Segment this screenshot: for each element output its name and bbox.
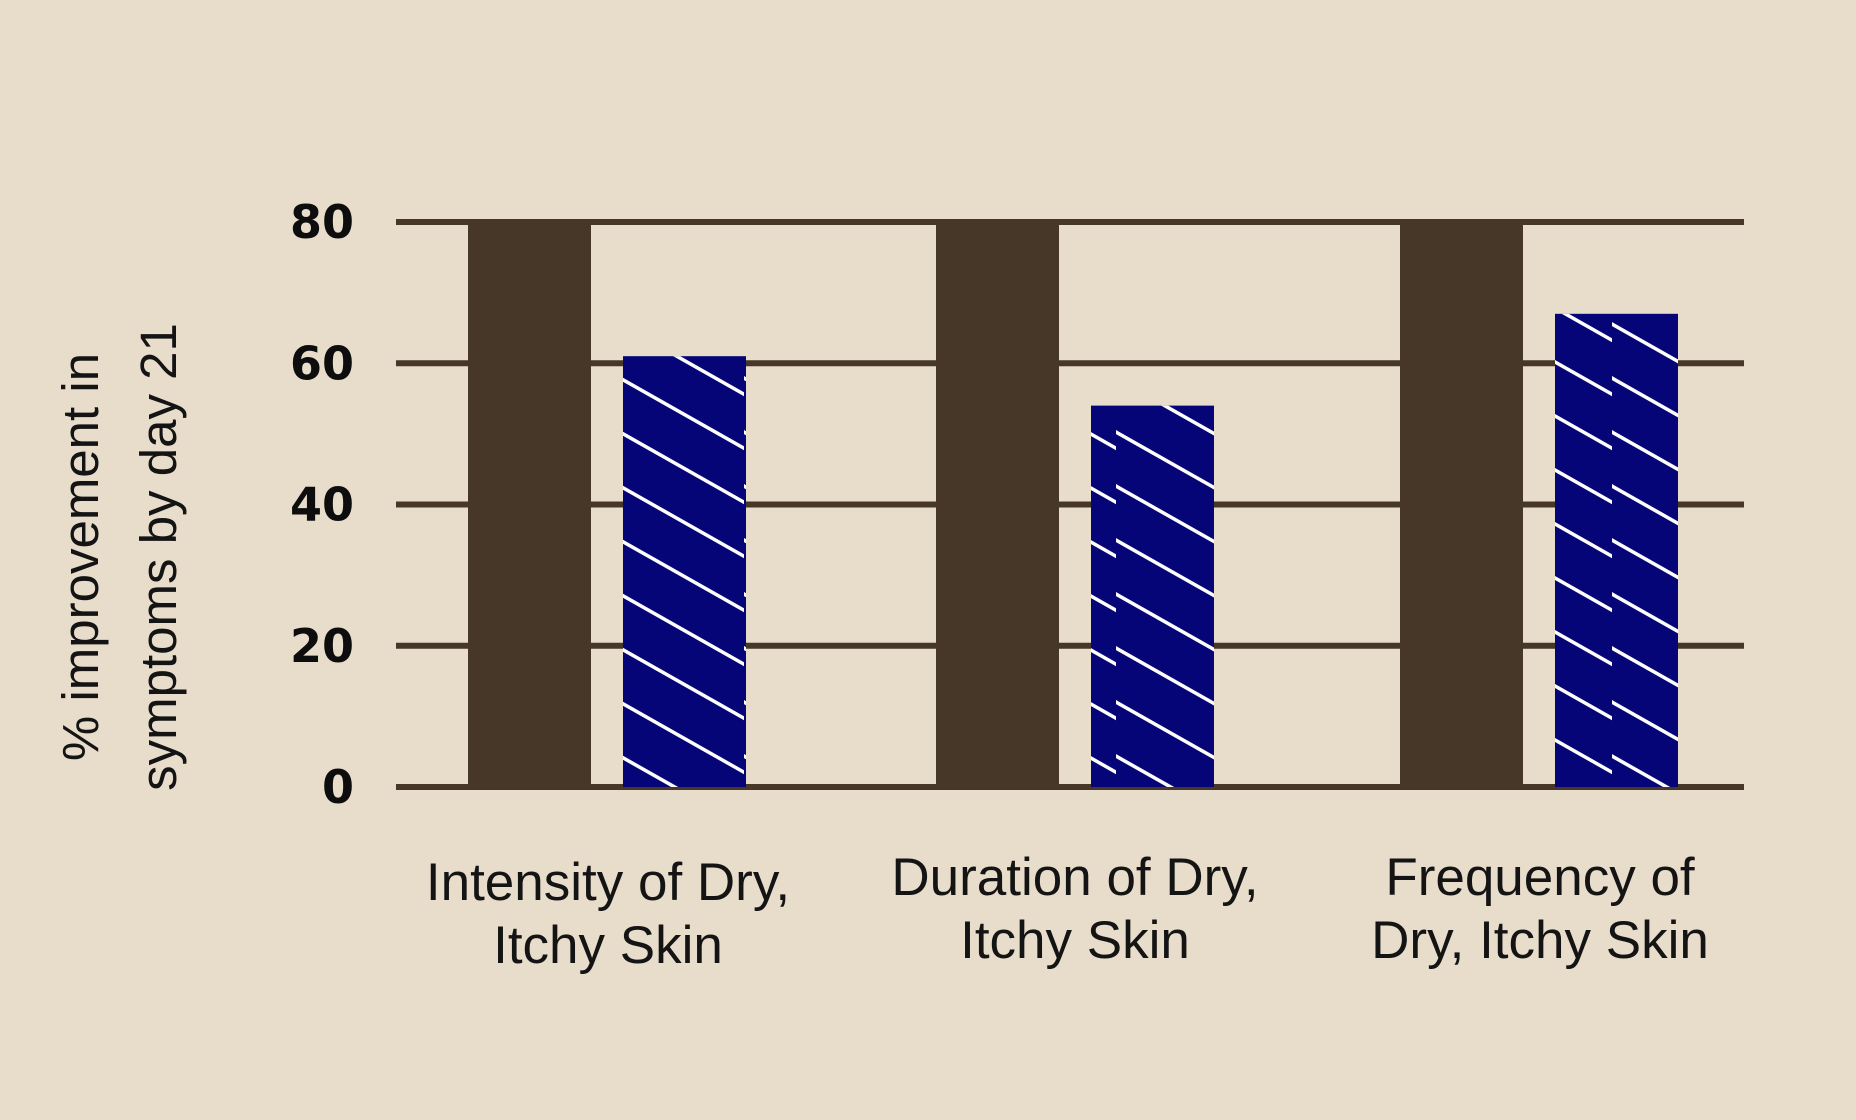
y-tick-label: 0 [322,760,354,814]
category-label-line: Frequency of [1385,848,1695,907]
category-label: Frequency of Dry, Itchy Skin [1371,848,1709,970]
y-tick-label: 60 [290,336,354,390]
y-axis-title: % improvement in symptoms by day 21 [52,323,187,791]
y-tick-label: 80 [290,195,354,249]
category-label-line: Duration of Dry, [891,848,1258,907]
y-axis-title-line: % improvement in [52,353,109,761]
category-label: Intensity of Dry, Itchy Skin [426,853,790,975]
category-label-line: Intensity of Dry, [426,853,790,912]
bar-series1-cat2 [936,222,1059,787]
bar-series1-cat3 [1400,222,1523,787]
y-tick-label: 40 [290,478,354,532]
bar-series1-cat1 [468,222,591,787]
y-tick-label: 20 [290,619,354,673]
category-label-line: Dry, Itchy Skin [1371,911,1709,970]
gridlines [396,219,1744,790]
bars [468,222,1678,787]
category-label-line: Itchy Skin [493,916,723,975]
category-label: Duration of Dry, Itchy Skin [891,848,1258,970]
y-tick-labels: 0 20 40 60 80 [290,195,354,814]
y-axis-title-line: symptoms by day 21 [130,323,187,791]
bar-hatch-series2-cat1 [623,356,746,787]
category-label-line: Itchy Skin [960,911,1190,970]
bar-hatch-series2-cat2 [1091,405,1214,787]
bar-hatch-series2-cat3 [1555,313,1678,787]
